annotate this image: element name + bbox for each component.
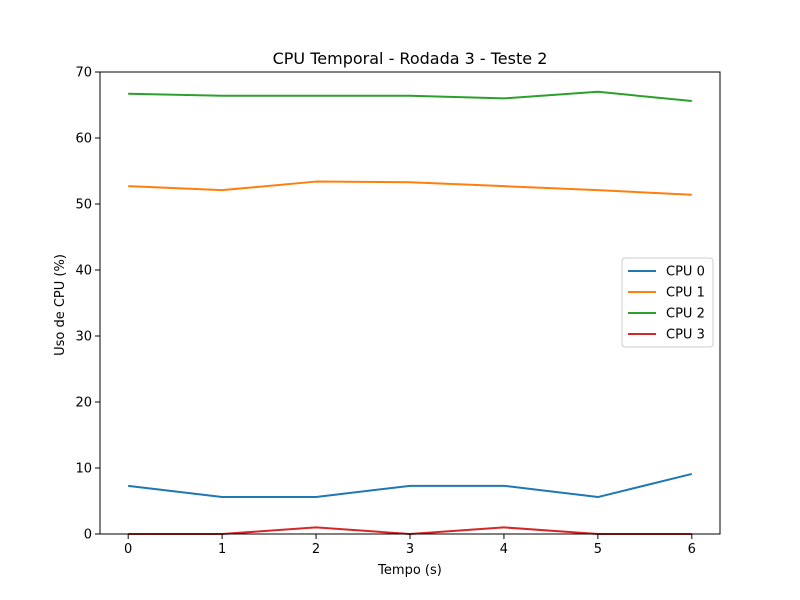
series-line-cpu-2	[128, 90, 692, 103]
x-tick-label: 3	[406, 542, 414, 557]
legend-label: CPU 0	[666, 265, 705, 280]
x-tick-label: 2	[312, 542, 320, 557]
series-line-cpu-3	[128, 526, 692, 535]
y-tick-label: 10	[75, 462, 92, 477]
y-tick-label: 0	[84, 528, 92, 543]
legend-label: CPU 3	[666, 328, 705, 343]
legend-label: CPU 2	[666, 307, 705, 322]
y-tick-label: 50	[75, 198, 92, 213]
series-line-cpu-1	[128, 180, 692, 196]
x-tick-label: 0	[124, 542, 132, 557]
y-axis-label: Uso de CPU (%)	[53, 254, 68, 356]
y-tick-label: 60	[75, 132, 92, 147]
legend: CPU 0 CPU 1 CPU 2 CPU 3	[621, 257, 714, 348]
legend-label: CPU 1	[666, 286, 705, 301]
x-tick-label: 5	[594, 542, 602, 557]
series-line-cpu-0	[128, 472, 693, 499]
y-tick-label: 40	[75, 264, 92, 279]
x-tick-label: 1	[218, 542, 226, 557]
y-tick-label: 20	[75, 396, 92, 411]
y-tick-label: 70	[75, 66, 92, 81]
chart-title: CPU Temporal - Rodada 3 - Teste 2	[273, 49, 548, 68]
x-tick-label: 4	[500, 542, 508, 557]
x-axis-label: Tempo (s)	[377, 563, 442, 578]
y-tick-label: 30	[75, 330, 92, 345]
x-tick-label: 6	[688, 542, 696, 557]
legend-box	[621, 257, 714, 348]
